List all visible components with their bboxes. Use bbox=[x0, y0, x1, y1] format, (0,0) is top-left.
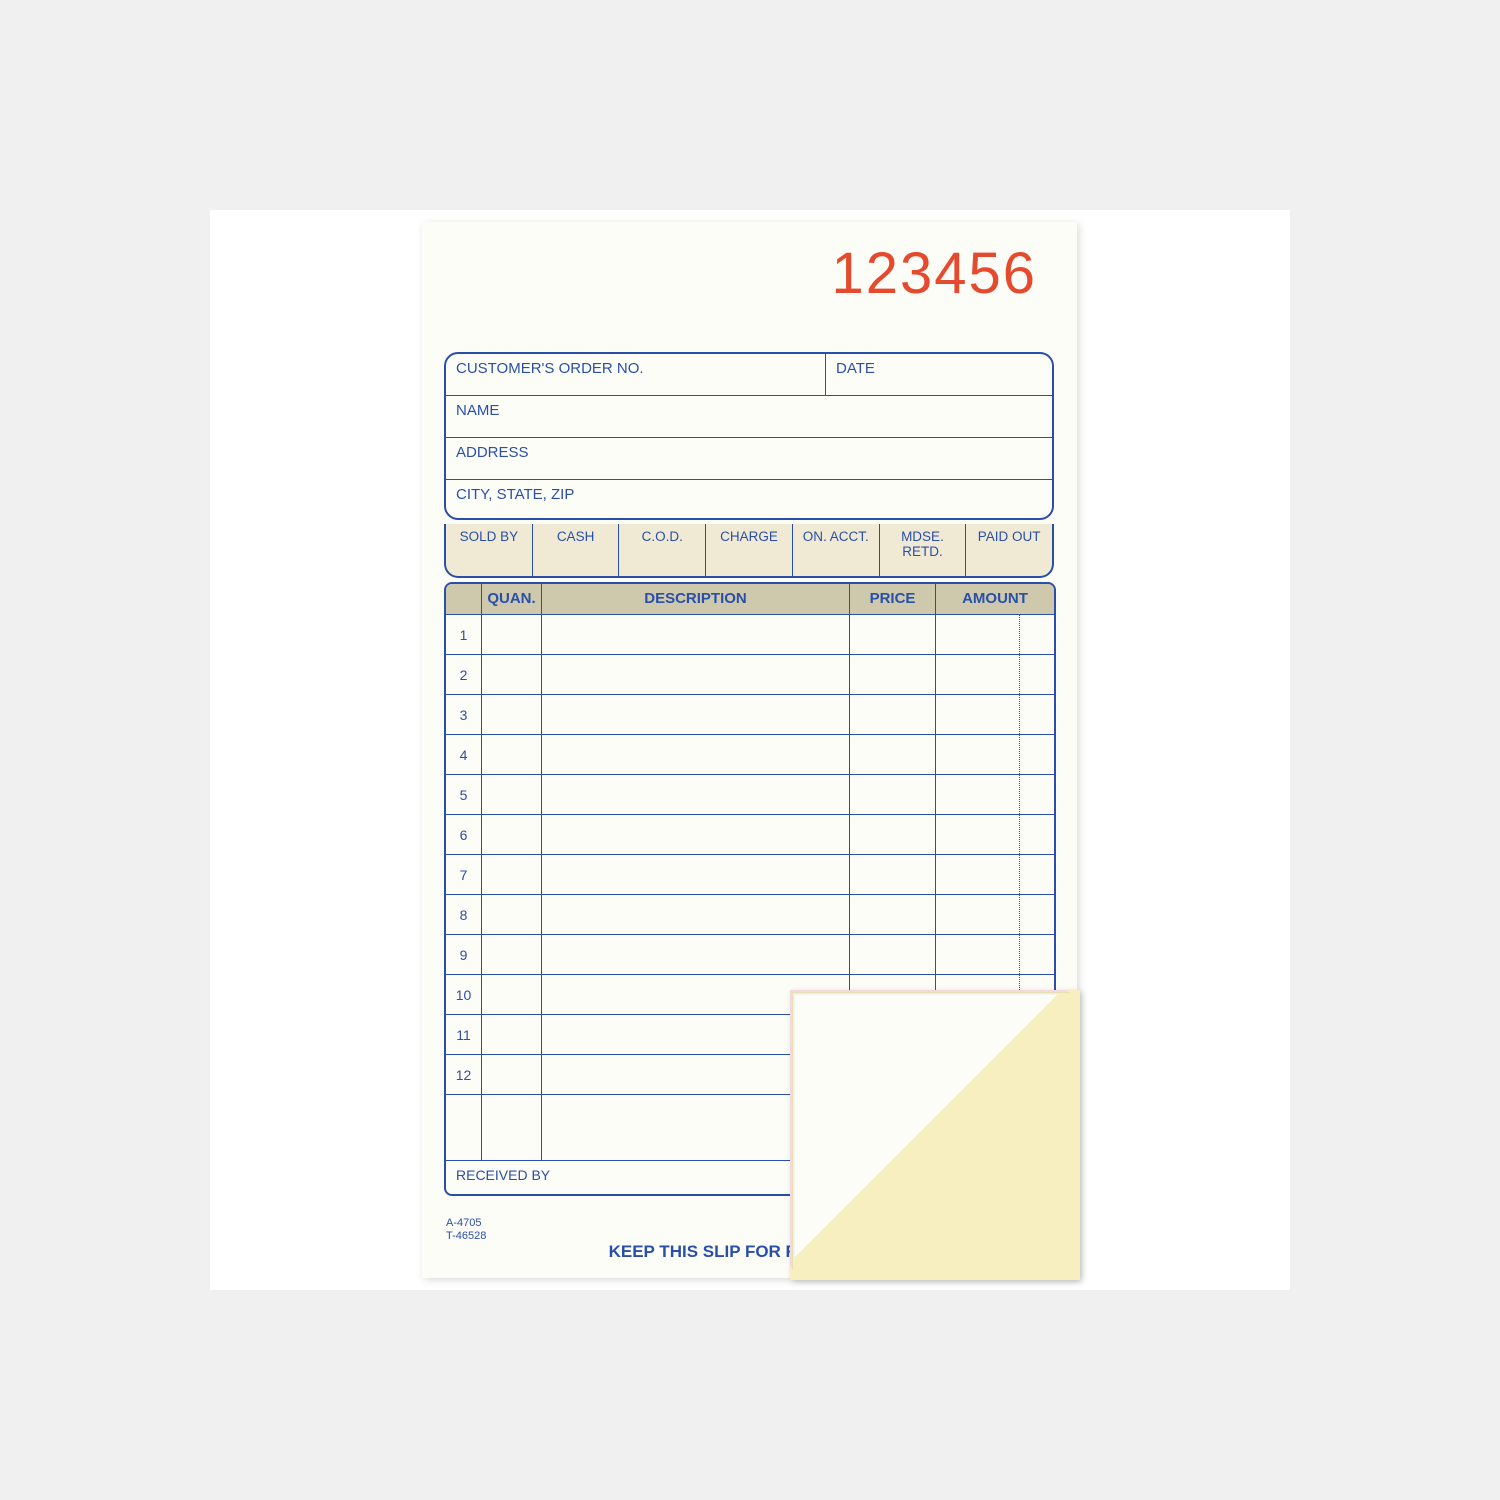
stage: 123456 CUSTOMER'S ORDER NO. DATE NAME AD… bbox=[210, 210, 1290, 1290]
line-items-table: QUAN. DESCRIPTION PRICE AMOUNT 1 2 3 4 5… bbox=[444, 582, 1056, 1196]
table-row: 5 bbox=[446, 774, 1054, 814]
table-row: 4 bbox=[446, 734, 1054, 774]
form-code-a: A-4705 bbox=[446, 1217, 486, 1231]
order-no-label: CUSTOMER'S ORDER NO. bbox=[446, 354, 826, 395]
table-row: 7 bbox=[446, 854, 1054, 894]
th-amount: AMOUNT bbox=[936, 584, 1054, 614]
table-row: 9 bbox=[446, 934, 1054, 974]
date-label: DATE bbox=[826, 354, 1052, 395]
customer-info-block: CUSTOMER'S ORDER NO. DATE NAME ADDRESS C… bbox=[444, 352, 1054, 520]
row-number: 11 bbox=[446, 1015, 482, 1054]
form-code-right: 01-11 bbox=[1022, 1226, 1049, 1238]
table-row: 6 bbox=[446, 814, 1054, 854]
payment-method-row: SOLD BY CASH C.O.D. CHARGE ON. ACCT. MDS… bbox=[444, 524, 1054, 578]
pay-charge: CHARGE bbox=[706, 524, 793, 576]
row-number: 5 bbox=[446, 775, 482, 814]
table-tail bbox=[446, 1094, 1054, 1160]
row-number: 10 bbox=[446, 975, 482, 1014]
row-number: 6 bbox=[446, 815, 482, 854]
th-desc: DESCRIPTION bbox=[542, 584, 850, 614]
row-number: 4 bbox=[446, 735, 482, 774]
table-row: 11 bbox=[446, 1014, 1054, 1054]
row-number: 1 bbox=[446, 615, 482, 654]
pay-onacct: ON. ACCT. bbox=[793, 524, 880, 576]
serial-number: 123456 bbox=[831, 240, 1037, 307]
pay-paidout: PAID OUT bbox=[966, 524, 1052, 576]
pay-cash: CASH bbox=[533, 524, 620, 576]
received-by-label: RECEIVED BY bbox=[446, 1160, 1054, 1194]
form-codes: A-4705 T-46528 bbox=[446, 1217, 486, 1245]
pay-mdse: MDSE. RETD. bbox=[880, 524, 967, 576]
table-row: 12 bbox=[446, 1054, 1054, 1094]
row-number: 9 bbox=[446, 935, 482, 974]
table-row: 3 bbox=[446, 694, 1054, 734]
table-row: 1 bbox=[446, 614, 1054, 654]
name-label: NAME bbox=[446, 396, 1052, 438]
pay-soldby: SOLD BY bbox=[446, 524, 533, 576]
city-label: CITY, STATE, ZIP bbox=[446, 480, 1052, 522]
row-number: 8 bbox=[446, 895, 482, 934]
row-number: 3 bbox=[446, 695, 482, 734]
table-row: 10 bbox=[446, 974, 1054, 1014]
th-price: PRICE bbox=[850, 584, 936, 614]
pay-cod: C.O.D. bbox=[619, 524, 706, 576]
row-number: 2 bbox=[446, 655, 482, 694]
th-blank bbox=[446, 584, 482, 614]
table-row: 8 bbox=[446, 894, 1054, 934]
th-quan: QUAN. bbox=[482, 584, 542, 614]
table-row: 2 bbox=[446, 654, 1054, 694]
row-number: 12 bbox=[446, 1055, 482, 1094]
address-label: ADDRESS bbox=[446, 438, 1052, 480]
row-number: 7 bbox=[446, 855, 482, 894]
footer-text: KEEP THIS SLIP FOR REFERENCE bbox=[422, 1242, 1077, 1262]
table-header: QUAN. DESCRIPTION PRICE AMOUNT bbox=[446, 584, 1054, 614]
sales-slip: 123456 CUSTOMER'S ORDER NO. DATE NAME AD… bbox=[422, 222, 1077, 1278]
